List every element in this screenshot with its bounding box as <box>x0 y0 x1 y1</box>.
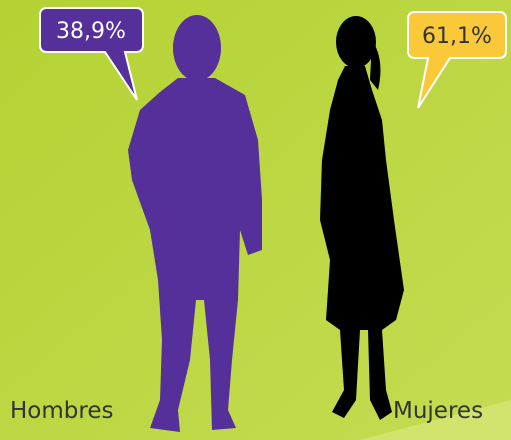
women-value: 61,1% <box>422 24 492 49</box>
men-label: Hombres <box>10 398 113 424</box>
infographic: 38,9% 61,1% Hombres Mujeres <box>0 0 511 440</box>
men-value: 38,9% <box>56 19 126 44</box>
women-label: Mujeres <box>393 398 483 424</box>
